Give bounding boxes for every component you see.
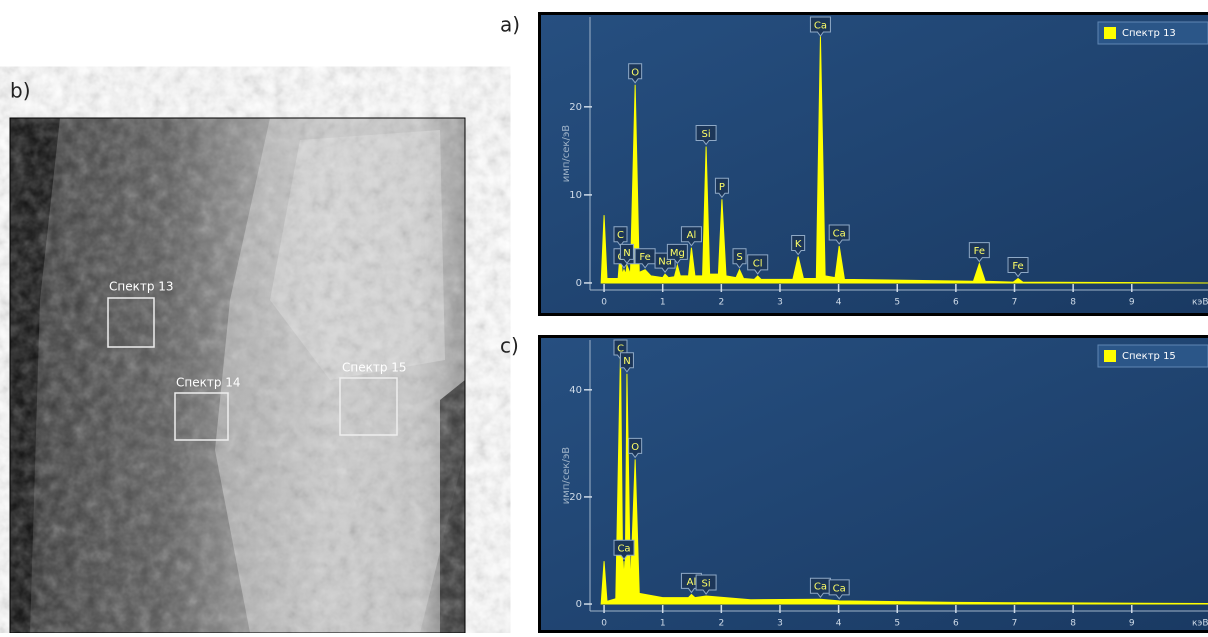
page: { "image_panel": { "label": "b)", "regio… — [0, 0, 1208, 633]
x-tick-label: 5 — [894, 298, 900, 308]
x-axis-label: кэВ — [1192, 298, 1208, 308]
peak-label: Ca — [617, 544, 630, 555]
peak-label: K — [795, 239, 802, 250]
y-axis-label: имп/сек/эВ — [561, 125, 572, 182]
peak-label: Si — [702, 129, 711, 140]
peak-label: C — [617, 230, 624, 241]
x-tick-label: 0 — [601, 619, 607, 629]
panel-label: c) — [500, 334, 519, 358]
x-tick-label: 4 — [836, 619, 842, 629]
x-tick-label: 6 — [953, 619, 959, 629]
peak-label: Ca — [833, 583, 846, 594]
x-tick-label: 0 — [601, 298, 607, 308]
x-tick-label: 3 — [777, 619, 783, 629]
plot-background — [541, 338, 1208, 630]
peak-label: Fe — [1012, 261, 1023, 272]
legend-swatch — [1104, 27, 1116, 39]
peak-label: S — [736, 252, 742, 263]
x-tick-label: 9 — [1129, 298, 1135, 308]
region-label: Спектр 14 — [176, 376, 241, 390]
x-tick-label: 8 — [1070, 298, 1076, 308]
peak-label: Cl — [753, 258, 763, 269]
peak-label: Fe — [639, 252, 650, 263]
x-tick-label: 9 — [1129, 619, 1135, 629]
y-axis-label: имп/сек/эВ — [561, 447, 572, 504]
x-tick-label: 7 — [1012, 298, 1018, 308]
y-tick-label: 20 — [569, 102, 582, 113]
region-label: Спектр 13 — [109, 280, 174, 294]
peak-label: O — [631, 67, 639, 78]
panel-label: a) — [500, 13, 520, 37]
x-tick-label: 4 — [836, 298, 842, 308]
x-tick-label: 2 — [718, 619, 724, 629]
peak-label: Ca — [814, 21, 827, 32]
spectrum-chart: a) 0 10 20 0 1 2 3 4 5 6 7 8 9 кэВ имп/сек/эВ Спектр 13 C… — [500, 12, 1208, 316]
x-axis-label: кэВ — [1192, 619, 1208, 629]
x-tick-label: 7 — [1012, 619, 1018, 629]
legend-label: Спектр 13 — [1122, 28, 1176, 39]
x-tick-label: 3 — [777, 298, 783, 308]
peak-label: Ca — [814, 582, 827, 593]
peak-label: Mg — [670, 248, 685, 259]
y-tick-label: 40 — [569, 385, 582, 396]
plot-background — [541, 15, 1208, 313]
y-tick-label: 0 — [576, 278, 582, 289]
region-label: Спектр 15 — [342, 361, 407, 375]
figure: Спектр 13 Спектр 14 Спектр 15 b) a)01020… — [0, 0, 1208, 633]
peak-label: Al — [687, 230, 697, 241]
y-tick-label: 0 — [576, 599, 582, 610]
peak-label: N — [623, 356, 630, 367]
peak-label: N — [623, 248, 630, 259]
x-tick-label: 2 — [718, 298, 724, 308]
legend-swatch — [1104, 350, 1116, 362]
peak-label: P — [719, 182, 725, 193]
peak-label: O — [631, 442, 639, 453]
x-tick-label: 1 — [660, 298, 666, 308]
x-tick-label: 5 — [894, 619, 900, 629]
panel-label: b) — [10, 79, 31, 103]
x-tick-label: 8 — [1070, 619, 1076, 629]
peak-label: Si — [702, 579, 711, 590]
x-tick-label: 6 — [953, 298, 959, 308]
peak-label: Fe — [974, 246, 985, 257]
peak-label: Al — [687, 577, 697, 588]
x-tick-label: 1 — [660, 619, 666, 629]
sem-image: Спектр 13 Спектр 14 Спектр 15 — [10, 118, 465, 633]
y-tick-label: 10 — [569, 190, 582, 201]
legend-label: Спектр 15 — [1122, 351, 1176, 362]
peak-label: Ca — [833, 228, 846, 239]
